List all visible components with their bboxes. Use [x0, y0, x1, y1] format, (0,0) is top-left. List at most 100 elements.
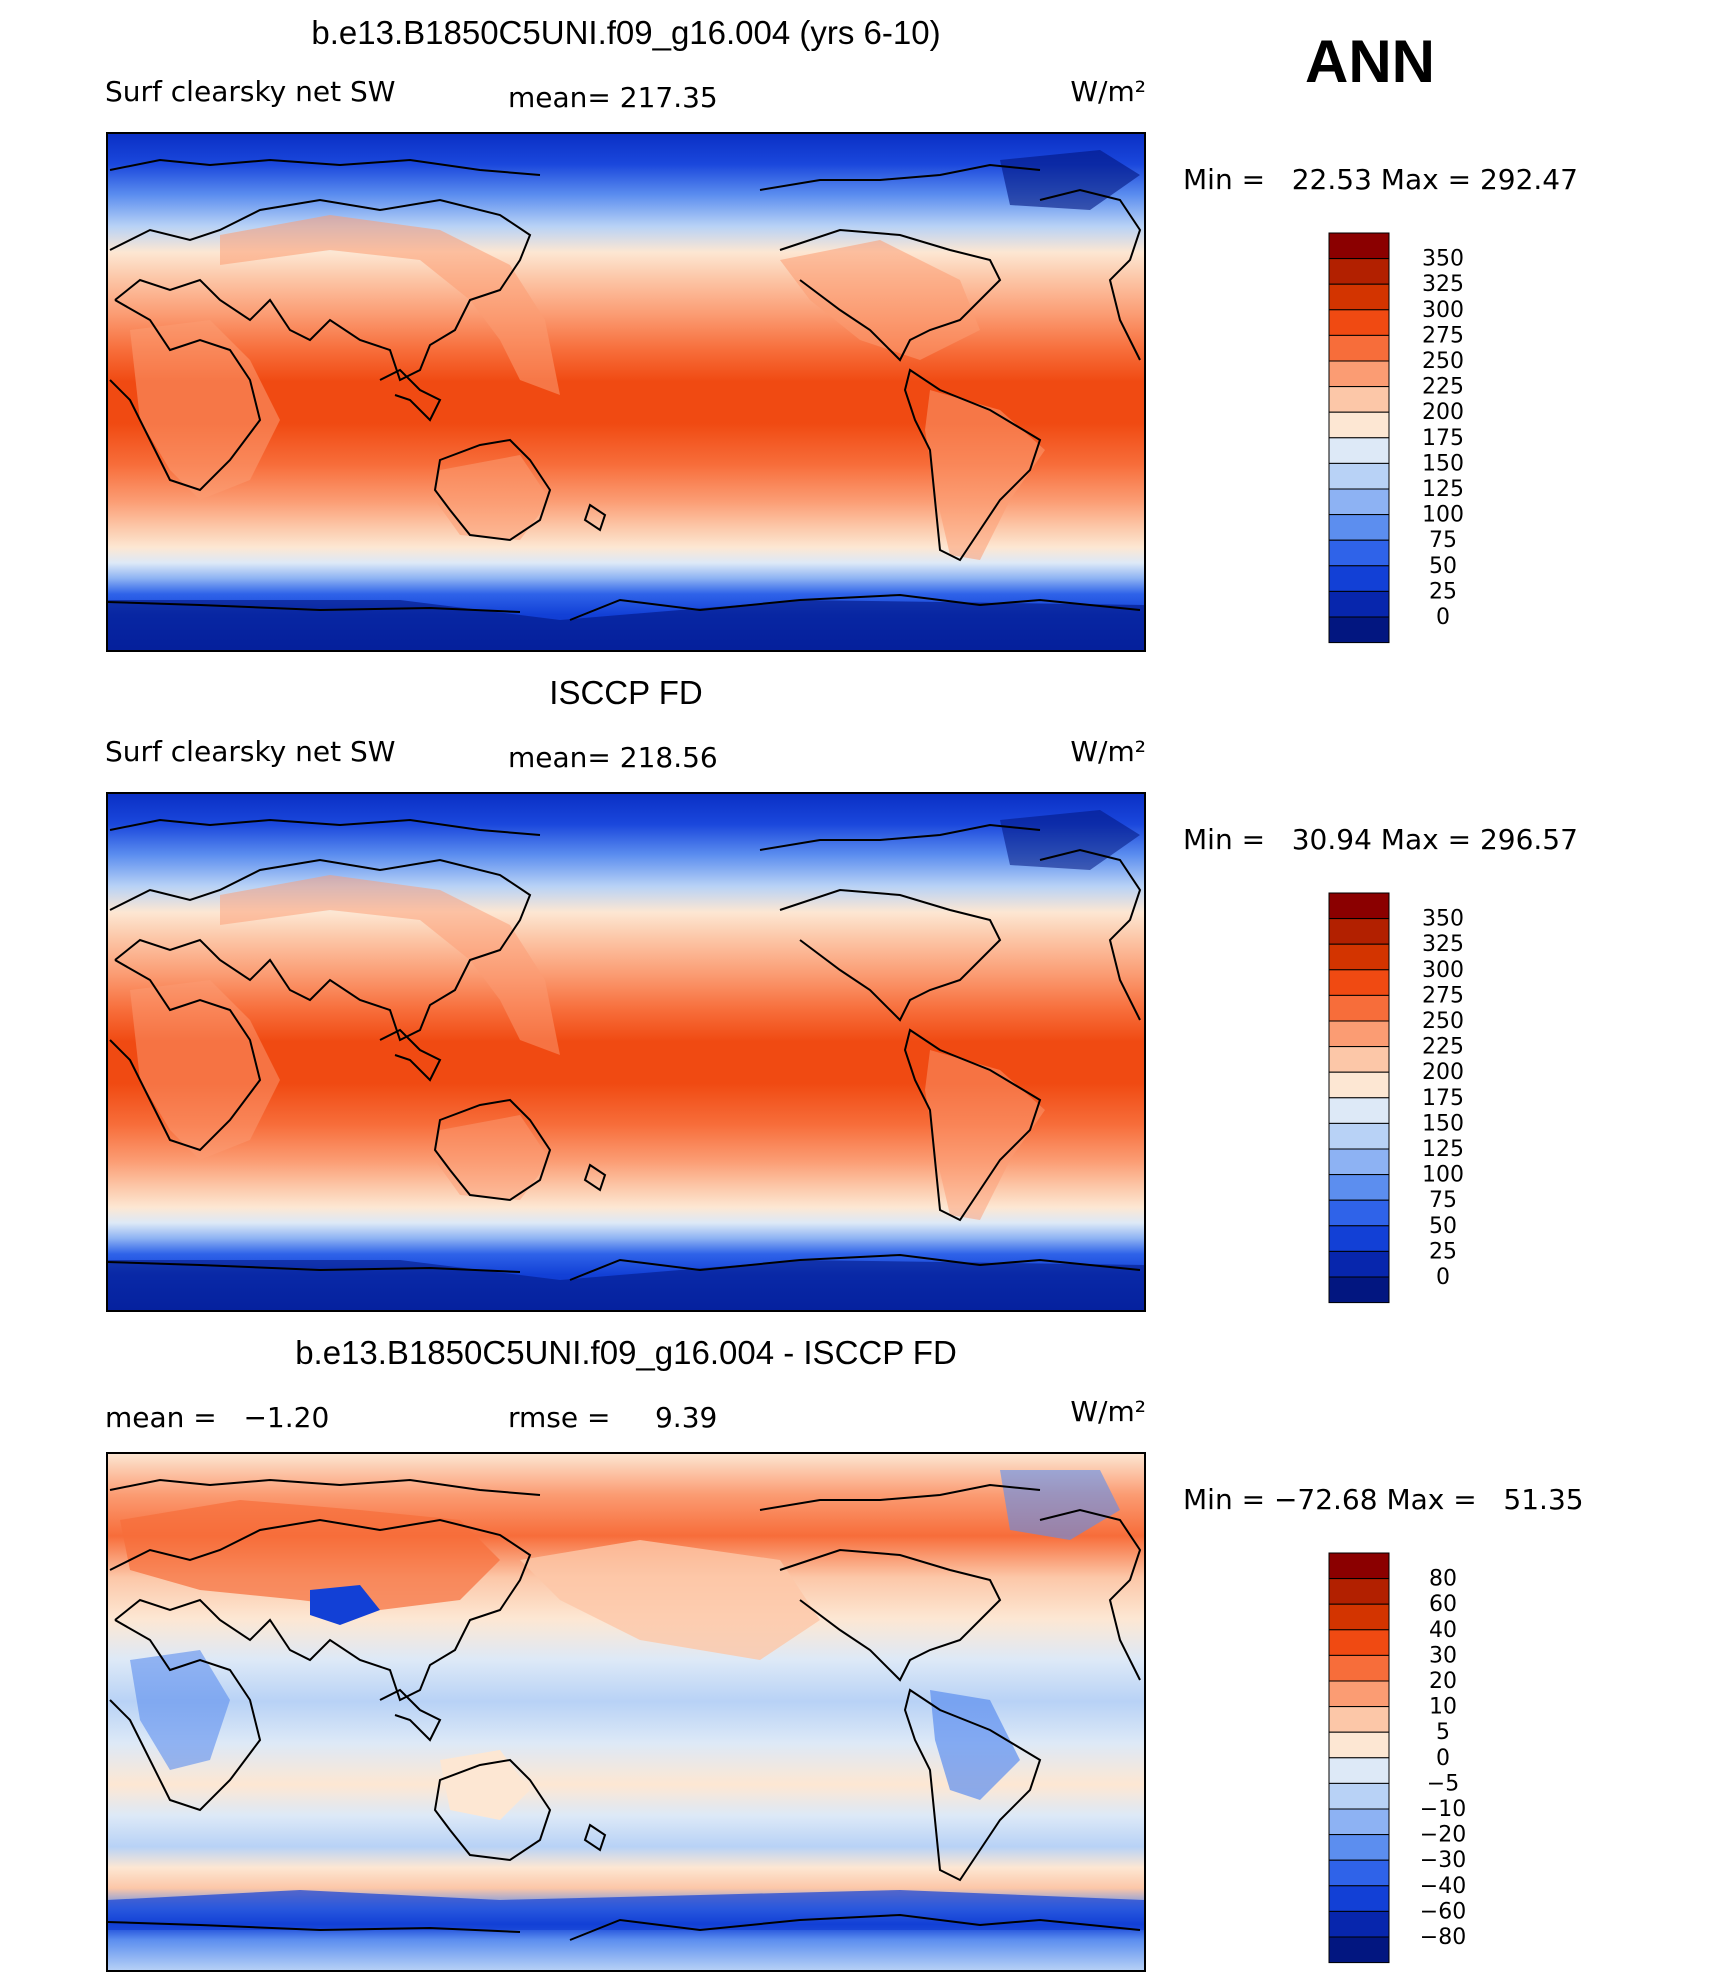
colorbar-swatch — [1328, 1680, 1390, 1708]
mean-label: mean= 217.35 — [508, 81, 718, 114]
map-frame — [106, 1452, 1146, 1972]
colorbar-swatch — [1328, 969, 1390, 996]
colorbar-swatch — [1328, 918, 1390, 945]
colorbar-swatch — [1328, 1885, 1390, 1912]
land-shading — [130, 215, 1045, 560]
colorbar-swatch — [1328, 1654, 1390, 1682]
colorbar-swatch — [1328, 1071, 1390, 1099]
map-area — [107, 793, 1145, 1311]
land-shading — [130, 875, 1045, 1220]
colorbar-tick-label: 100 — [1422, 503, 1464, 528]
colorbar-tick-label: 25 — [1429, 579, 1457, 604]
map-frame — [106, 792, 1146, 1312]
colorbar-tick-label: 225 — [1422, 375, 1464, 400]
colorbar-swatch — [1328, 943, 1390, 971]
colorbar-tick-label: 30 — [1429, 1643, 1457, 1668]
colorbar-tick-label: −10 — [1420, 1797, 1466, 1822]
colorbar-tick-label: 50 — [1429, 554, 1457, 579]
colorbar-swatch — [1328, 1731, 1390, 1759]
colorbar-tick-label: 350 — [1422, 247, 1464, 272]
colorbar-tick-label: 275 — [1422, 323, 1464, 348]
colorbar-tick-label: −30 — [1420, 1848, 1466, 1873]
min-max-label: Min = 30.94 Max = 296.57 — [1183, 823, 1578, 856]
colorbar-tick-label: 250 — [1422, 1009, 1464, 1034]
mean-label: mean = −1.20 — [105, 1401, 329, 1434]
colorbar-tick-label: 150 — [1422, 1111, 1464, 1136]
colorbar-swatch — [1328, 1834, 1390, 1861]
colorbar-swatch — [1328, 1250, 1390, 1278]
colorbar-tick-label: 225 — [1422, 1035, 1464, 1060]
antarctica-shading — [107, 150, 1145, 651]
colorbar-swatch — [1328, 283, 1390, 311]
colorbar-tick-label: 175 — [1422, 1086, 1464, 1111]
colorbar-tick-label: 300 — [1422, 298, 1464, 323]
colorbar-swatch — [1328, 437, 1390, 464]
colorbar-tick-label: 80 — [1429, 1567, 1457, 1592]
colorbar-swatch — [1328, 232, 1390, 260]
colorbar-swatch — [1328, 539, 1390, 567]
anomaly-patches — [107, 1470, 1145, 1930]
units-label: W/m² — [1070, 75, 1146, 108]
colorbar-swatch — [1328, 1910, 1390, 1938]
colorbar-tick-label: 75 — [1429, 528, 1457, 553]
colorbar-tick-label: 100 — [1422, 1163, 1464, 1188]
colorbar-swatch — [1328, 1097, 1390, 1124]
colorbar-swatch — [1328, 1629, 1390, 1656]
min-max-label: Min = −72.68 Max = 51.35 — [1183, 1483, 1584, 1516]
colorbar-swatch — [1328, 1808, 1390, 1836]
colorbar-swatch — [1328, 1148, 1390, 1176]
colorbar-tick-label: 50 — [1429, 1214, 1457, 1239]
colorbar-tick-label: −40 — [1420, 1874, 1466, 1899]
colorbar-tick-label: 350 — [1422, 907, 1464, 932]
coastlines — [107, 158, 1142, 621]
colorbar-swatch — [1328, 1122, 1390, 1150]
colorbar-swatch — [1328, 616, 1390, 644]
colorbar-tick-label: 200 — [1422, 1060, 1464, 1085]
units-label: W/m² — [1070, 735, 1146, 768]
colorbar-tick-label: 150 — [1422, 451, 1464, 476]
colorbar-swatch — [1328, 1046, 1390, 1073]
colorbar-tick-label: 325 — [1422, 932, 1464, 957]
colorbar-swatch — [1328, 1276, 1390, 1304]
colorbar-tick-label: −80 — [1420, 1925, 1466, 1950]
colorbar-tick-label: 175 — [1422, 426, 1464, 451]
coastlines — [107, 818, 1142, 1281]
colorbar-swatch — [1328, 1199, 1390, 1227]
colorbar-tick-label: 125 — [1422, 1137, 1464, 1162]
colorbar-swatch — [1328, 1757, 1390, 1784]
panel-diff: b.e13.B1850C5UNI.f09_g16.004 - ISCCP FD … — [105, 1334, 1584, 1972]
colorbar-swatch — [1328, 1782, 1390, 1810]
colorbar-swatch — [1328, 462, 1390, 490]
colorbar-swatch — [1328, 411, 1390, 439]
colorbar-tick-label: 5 — [1436, 1720, 1450, 1745]
min-max-label: Min = 22.53 Max = 292.47 — [1183, 163, 1578, 196]
colorbar-swatch — [1328, 590, 1390, 618]
panel-title: b.e13.B1850C5UNI.f09_g16.004 (yrs 6-10) — [311, 14, 940, 51]
colorbar-swatch — [1328, 360, 1390, 388]
colorbar-swatch — [1328, 258, 1390, 285]
colorbar-tick-label: 0 — [1436, 605, 1450, 630]
mean-label: mean= 218.56 — [508, 741, 718, 774]
colorbar-tick-label: 0 — [1436, 1265, 1450, 1290]
panel-title: b.e13.B1850C5UNI.f09_g16.004 - ISCCP FD — [295, 1334, 957, 1371]
colorbar-tick-label: 40 — [1429, 1618, 1457, 1643]
map-frame — [106, 132, 1146, 652]
colorbar-tick-label: 125 — [1422, 477, 1464, 502]
colorbar-tick-label: 300 — [1422, 958, 1464, 983]
colorbar-swatch — [1328, 386, 1390, 413]
colorbar-tick-label: 200 — [1422, 400, 1464, 425]
colorbar-swatch — [1328, 994, 1390, 1022]
panel-model: b.e13.B1850C5UNI.f09_g16.004 (yrs 6-10) … — [105, 14, 1578, 652]
colorbar-swatch — [1328, 309, 1390, 336]
variable-label: Surf clearsky net SW — [105, 75, 395, 108]
colorbar-swatch — [1328, 1578, 1390, 1605]
colorbar-swatch — [1328, 488, 1390, 516]
colorbar-swatch — [1328, 1936, 1390, 1964]
colorbar-tick-label: 25 — [1429, 1239, 1457, 1264]
panel-title: ISCCP FD — [549, 674, 702, 711]
units-label: W/m² — [1070, 1395, 1146, 1428]
